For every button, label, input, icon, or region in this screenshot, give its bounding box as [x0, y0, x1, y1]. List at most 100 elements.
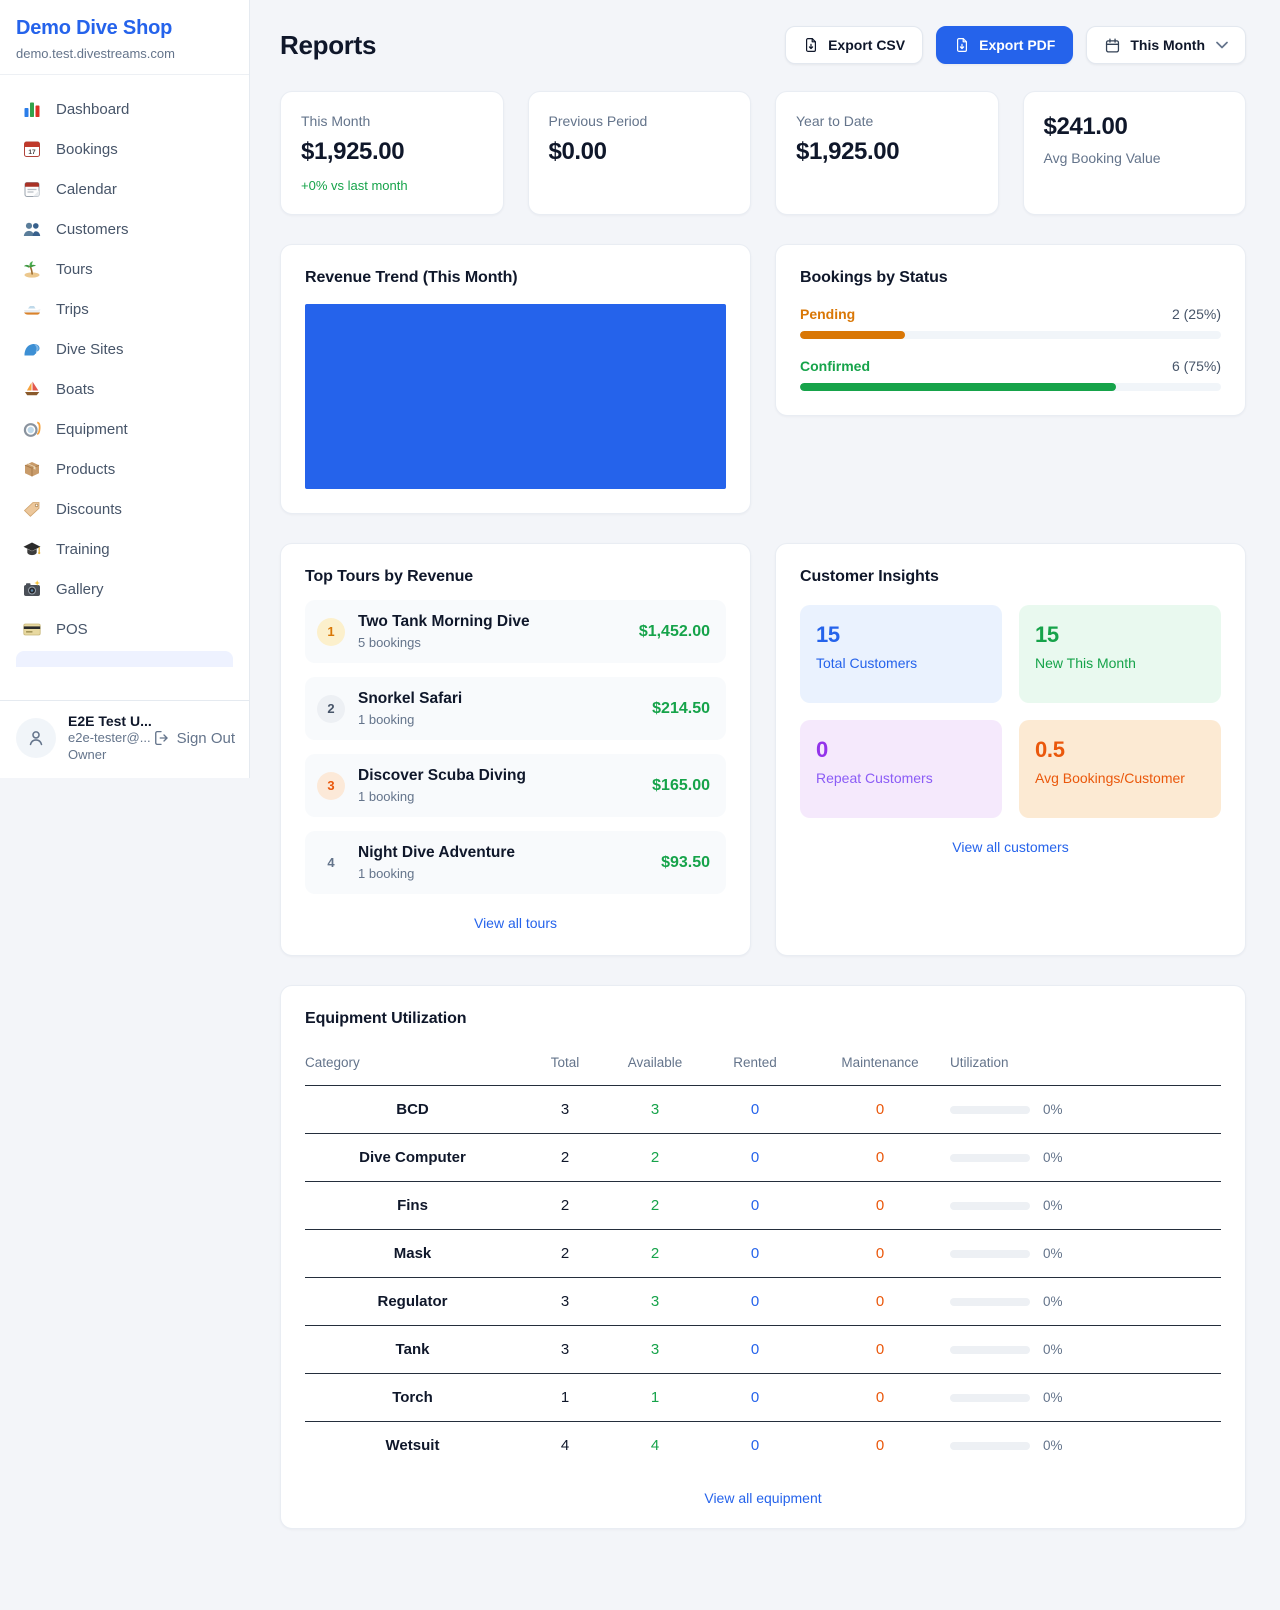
rank-badge: 1	[317, 617, 345, 646]
svg-text:17: 17	[28, 149, 36, 156]
credit-card-icon	[22, 619, 42, 639]
stat-value: $0.00	[548, 138, 607, 165]
utilization-percent: 0%	[1043, 1198, 1063, 1213]
main-content: Reports Export CSV Export PDF This Month…	[250, 0, 1280, 1569]
period-selector[interactable]: This Month	[1086, 26, 1246, 64]
table-row: Regulator 3 3 0 0 0%	[305, 1277, 1221, 1326]
camera-flash-icon	[22, 579, 42, 599]
column-header-category: Category	[305, 1043, 520, 1086]
cell-category: Dive Computer	[305, 1133, 520, 1182]
table-row: Fins 2 2 0 0 0%	[305, 1181, 1221, 1230]
table-row: BCD 3 3 0 0 0%	[305, 1085, 1221, 1134]
stat-card-avg-booking-value: $241.00 Avg Booking Value	[1022, 91, 1246, 215]
cell-available: 2	[610, 1229, 700, 1278]
column-header-maintenance: Maintenance	[810, 1043, 950, 1086]
insight-tiles: 15 Total Customers 15 New This Month 0 R…	[800, 605, 1221, 818]
tour-name: Two Tank Morning Dive	[358, 613, 530, 630]
stat-value: $1,925.00	[796, 138, 900, 165]
sidebar-item-pos[interactable]: POS	[12, 609, 237, 649]
stat-value: $241.00	[1043, 113, 1128, 140]
revenue-trend-card: Revenue Trend (This Month)	[280, 244, 751, 514]
sidebar-item-dashboard[interactable]: Dashboard	[12, 89, 237, 129]
dashboard-chart-icon	[22, 99, 42, 119]
tour-revenue: $165.00	[652, 776, 710, 794]
tile-value: 15	[1035, 622, 1059, 647]
view-all-customers-link[interactable]: View all customers	[952, 839, 1069, 855]
cell-available: 1	[610, 1373, 700, 1422]
file-download-icon	[806, 38, 817, 52]
package-icon	[22, 459, 42, 479]
sidebar-item-trips[interactable]: Trips	[12, 289, 237, 329]
cell-maintenance: 0	[810, 1325, 950, 1374]
user-section: E2E Test U... e2e-tester@... Owner Sign …	[0, 699, 249, 778]
status-bar-track	[800, 331, 1221, 339]
stat-card-year-to-date: Year to Date $1,925.00	[775, 91, 999, 215]
cell-maintenance: 0	[810, 1229, 950, 1278]
utilization-bar-track	[950, 1105, 1030, 1114]
view-all-tours-link[interactable]: View all tours	[473, 915, 557, 931]
cell-total: 2	[520, 1229, 610, 1278]
cell-available: 3	[610, 1325, 700, 1374]
stat-card-previous-period: Previous Period $0.00	[527, 91, 751, 215]
utilization-percent: 0%	[1043, 1150, 1063, 1165]
export-csv-button[interactable]: Export CSV	[785, 26, 924, 64]
stat-delta: +0% vs last month	[301, 178, 408, 193]
sidebar-item-label: Discounts	[56, 500, 122, 518]
person-icon	[29, 731, 43, 746]
sidebar-item-label: Boats	[56, 380, 95, 398]
sidebar-item-gallery[interactable]: Gallery	[12, 569, 237, 609]
sidebar-item-customers[interactable]: Customers	[12, 209, 237, 249]
utilization-bar-track	[950, 1249, 1030, 1258]
cell-rented: 0	[700, 1277, 810, 1326]
utilization-cell: 0%	[950, 1102, 1221, 1117]
island-palm-icon	[22, 259, 42, 279]
stat-card-this-month: This Month $1,925.00 +0% vs last month	[280, 91, 504, 215]
export-pdf-label: Export PDF	[979, 37, 1056, 53]
sidebar-item-label: Products	[56, 460, 116, 478]
column-header-available: Available	[610, 1043, 700, 1086]
status-bar-fill	[800, 331, 906, 339]
utilization-bar-track	[950, 1393, 1030, 1402]
period-selector-label: This Month	[1130, 37, 1205, 53]
status-row-confirmed: Confirmed 6 (75%)	[800, 358, 1221, 391]
utilization-cell: 0%	[950, 1342, 1221, 1357]
sidebar-item-calendar[interactable]: Calendar	[12, 169, 237, 209]
brand-title: Demo Dive Shop	[16, 17, 173, 39]
user-name: E2E Test U...	[68, 712, 152, 729]
sidebar-item-reports-partial[interactable]	[16, 651, 233, 667]
stat-label: Avg Booking Value	[1043, 150, 1161, 166]
sidebar-item-dive-sites[interactable]: Dive Sites	[12, 329, 237, 369]
sailboat-icon	[22, 379, 42, 399]
sidebar-item-discounts[interactable]: Discounts	[12, 489, 237, 529]
sign-out-button[interactable]: Sign Out	[152, 729, 235, 747]
sidebar-item-products[interactable]: Products	[12, 449, 237, 489]
cell-maintenance: 0	[810, 1373, 950, 1422]
tour-row: 4 Night Dive Adventure 1 booking $93.50	[305, 831, 726, 894]
tile-label: Avg Bookings/Customer	[1035, 770, 1185, 786]
utilization-cell: 0%	[950, 1294, 1221, 1309]
status-count: 6 (75%)	[1171, 358, 1221, 374]
sidebar-item-training[interactable]: Training	[12, 529, 237, 569]
utilization-percent: 0%	[1043, 1342, 1063, 1357]
view-all-equipment-link[interactable]: View all equipment	[704, 1490, 822, 1506]
sidebar-item-boats[interactable]: Boats	[12, 369, 237, 409]
utilization-cell: 0%	[950, 1390, 1221, 1405]
export-pdf-button[interactable]: Export PDF	[936, 26, 1074, 64]
tour-bookings: 5 bookings	[358, 635, 421, 650]
top-tours-card: Top Tours by Revenue 1 Two Tank Morning …	[280, 543, 751, 956]
cell-rented: 0	[700, 1085, 810, 1134]
tile-value: 0	[816, 737, 828, 762]
sidebar-item-bookings[interactable]: 17 Bookings	[12, 129, 237, 169]
status-label: Confirmed	[800, 358, 870, 374]
table-row: Torch 1 1 0 0 0%	[305, 1373, 1221, 1422]
tour-revenue: $1,452.00	[638, 622, 710, 640]
cell-maintenance: 0	[875, 1437, 885, 1454]
sidebar-item-label: Customers	[56, 220, 129, 238]
table-row: Wetsuit 4 4 0 0 0%	[305, 1422, 1221, 1470]
calendar-icon	[1106, 37, 1120, 53]
cell-total: 3	[520, 1325, 610, 1374]
sidebar-item-equipment[interactable]: Equipment	[12, 409, 237, 449]
cell-rented: 0	[700, 1133, 810, 1182]
cell-total: 4	[560, 1437, 570, 1454]
sidebar-item-tours[interactable]: Tours	[12, 249, 237, 289]
